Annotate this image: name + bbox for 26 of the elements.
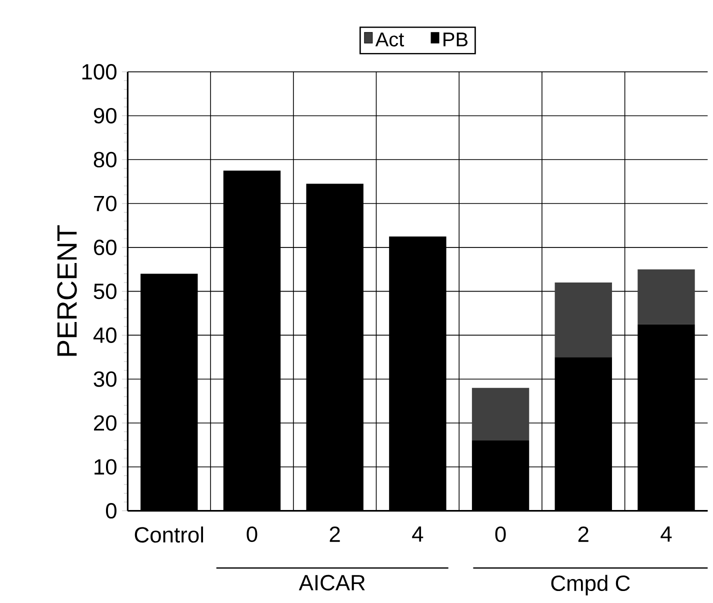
x-tick-label: 0 [495, 526, 506, 542]
text: Cmpd C [551, 575, 630, 596]
y-tick-label: 0 [106, 503, 116, 519]
bar [472, 388, 530, 441]
y-axis-title: PERCENT [57, 225, 77, 356]
x-tick-label: 4 [660, 526, 672, 542]
x-tick-label: 4 [412, 526, 424, 542]
text: AICAR [298, 575, 365, 591]
y-tick-label: 80 [94, 152, 116, 168]
y-tick-label: 60 [94, 240, 116, 256]
y-tick-label: 50 [94, 284, 116, 300]
y-tick-label: 40 [93, 328, 116, 344]
x-tick-label: Control [134, 526, 204, 543]
legend-label: PB [444, 32, 468, 46]
y-tick-label: 90 [94, 108, 116, 124]
x-tick-label: 2 [330, 526, 340, 542]
bar [554, 282, 612, 358]
x-tick-label: 2 [578, 526, 588, 542]
y-tick-label: 30 [94, 372, 116, 388]
bar [638, 270, 695, 324]
legend-label: Act [375, 32, 404, 47]
x-tick-label: 0 [246, 526, 258, 542]
y-tick-label: 70 [94, 196, 116, 212]
y-tick-label: 20 [94, 415, 116, 431]
y-tick-label: 100 [82, 64, 116, 80]
y-tick-label: 10 [94, 459, 116, 475]
